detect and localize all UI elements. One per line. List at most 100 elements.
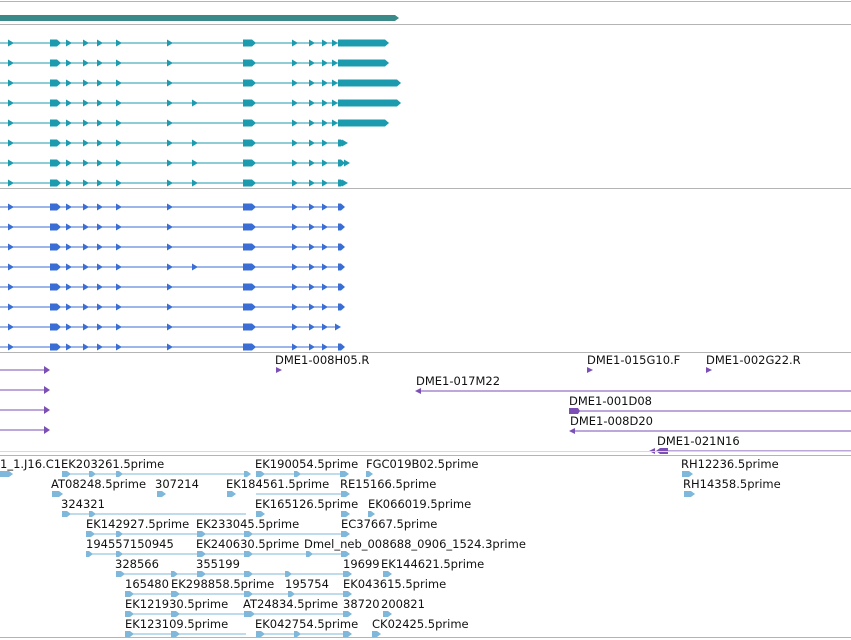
exon-block [343,571,352,577]
exon-block [285,571,292,577]
est-label[interactable]: EK142927.5prime [86,517,189,531]
bac-label[interactable]: DME1-008D20 [570,414,653,428]
strand-arrow [322,159,328,167]
exon-block [86,551,93,557]
est-label[interactable]: EK240630.5prime [196,537,299,551]
strand-arrow [116,283,122,291]
est-label[interactable]: EK190054.5prime [255,457,358,471]
est-label[interactable]: EK184561.5prime [226,477,329,491]
exon-block [227,491,236,497]
strand-arrow [97,263,103,271]
strand-arrow [83,263,89,271]
exon-block [62,471,71,477]
strand-arrow [322,99,328,107]
est-label[interactable]: 307214 [155,477,199,491]
est-label[interactable]: RH14358.5prime [683,477,781,491]
strand-arrow [116,263,122,271]
strand-arrow [44,366,50,374]
est-label[interactable]: 194557150945 [86,537,174,551]
bac-label[interactable]: DME1-008H05.R [275,353,369,367]
strand-arrow [167,243,173,251]
est-label[interactable]: 324321 [61,497,105,511]
est-label[interactable]: EK144621.5prime [381,557,484,571]
bac-label[interactable]: DME1-015G10.F [587,353,680,367]
strand-arrow [309,39,315,47]
strand-arrow [8,79,14,87]
est-label[interactable]: 195754 [285,577,329,591]
est-label[interactable]: EK165126.5prime [255,497,358,511]
exon-block [256,471,265,477]
bac-label[interactable]: DME1-017M22 [416,374,500,388]
est-label[interactable]: EK121930.5prime [125,597,228,611]
strand-arrow [66,179,72,187]
exon-block [50,99,61,107]
strand-arrow [332,59,338,67]
est-label[interactable]: EK203261.5prime [61,457,164,471]
strand-arrow [116,303,122,311]
bac-label[interactable]: DME1-021N16 [657,434,740,448]
est-label[interactable]: CK02425.5prime [372,617,469,631]
strand-arrow [83,99,89,107]
strand-arrow [276,367,282,373]
exon-block [256,511,265,517]
exon-block [341,531,350,537]
est-label[interactable]: Dmel_neb_008688_0906_1524.3prime [304,537,526,551]
strand-arrow [83,139,89,147]
exon-block [125,611,134,617]
est-label[interactable]: 19699 [343,557,380,571]
exon-block [341,551,350,557]
strand-arrow [322,139,328,147]
exon-block [197,571,206,577]
bac-label[interactable]: DME1-001D08 [569,394,652,408]
exon-block [343,591,352,597]
est-label[interactable]: EK043615.5prime [343,577,446,591]
est-label[interactable]: 165480 [125,577,169,591]
strand-arrow [167,263,173,271]
strand-arrow [309,119,315,127]
exon-block [171,611,180,617]
strand-arrow [66,203,72,211]
est-label[interactable]: AT08248.5prime [51,477,146,491]
strand-arrow [66,119,72,127]
est-label[interactable]: 328566 [115,557,159,571]
strand-arrow [116,203,122,211]
est-label[interactable]: 38720 [343,597,380,611]
est-label[interactable]: EK042754.5prime [255,617,358,631]
strand-arrow [8,99,14,107]
strand-arrow [322,283,328,291]
est-label[interactable]: AT24834.5prime [243,597,338,611]
strand-arrow [97,119,103,127]
exon-block [338,343,345,351]
exon-block [50,283,61,291]
exon-block [62,511,71,517]
strand-arrow [66,243,72,251]
exon-block [116,571,125,577]
bac-label[interactable]: DME1-002G22.R [706,353,801,367]
top-track [0,15,399,21]
strand-arrow [8,39,14,47]
strand-arrow [66,139,72,147]
exon-block [243,159,256,167]
est-label[interactable]: 1_1.J16.C1 [0,457,61,471]
strand-arrow [292,343,298,351]
est-label[interactable]: FGC019B02.5prime [366,457,479,471]
strand-arrow [116,59,122,67]
est-label[interactable]: 200821 [381,597,425,611]
est-label[interactable]: RH12236.5prime [681,457,779,471]
est-label[interactable]: EK066019.5prime [368,497,471,511]
strand-arrow [322,179,328,187]
est-label[interactable]: EK123109.5prime [125,617,228,631]
strand-arrow [292,99,298,107]
est-label[interactable]: RE15166.5prime [340,477,436,491]
strand-arrow [116,323,122,331]
est-label[interactable]: 355199 [196,557,240,571]
est-label[interactable]: EK233045.5prime [196,517,299,531]
est-label[interactable]: EK298858.5prime [171,577,274,591]
strand-arrow [83,223,89,231]
exon-block [383,571,392,577]
exon-block [243,243,256,251]
strand-arrow [167,179,173,187]
strand-arrow [309,203,315,211]
est-label[interactable]: EC37667.5prime [341,517,437,531]
